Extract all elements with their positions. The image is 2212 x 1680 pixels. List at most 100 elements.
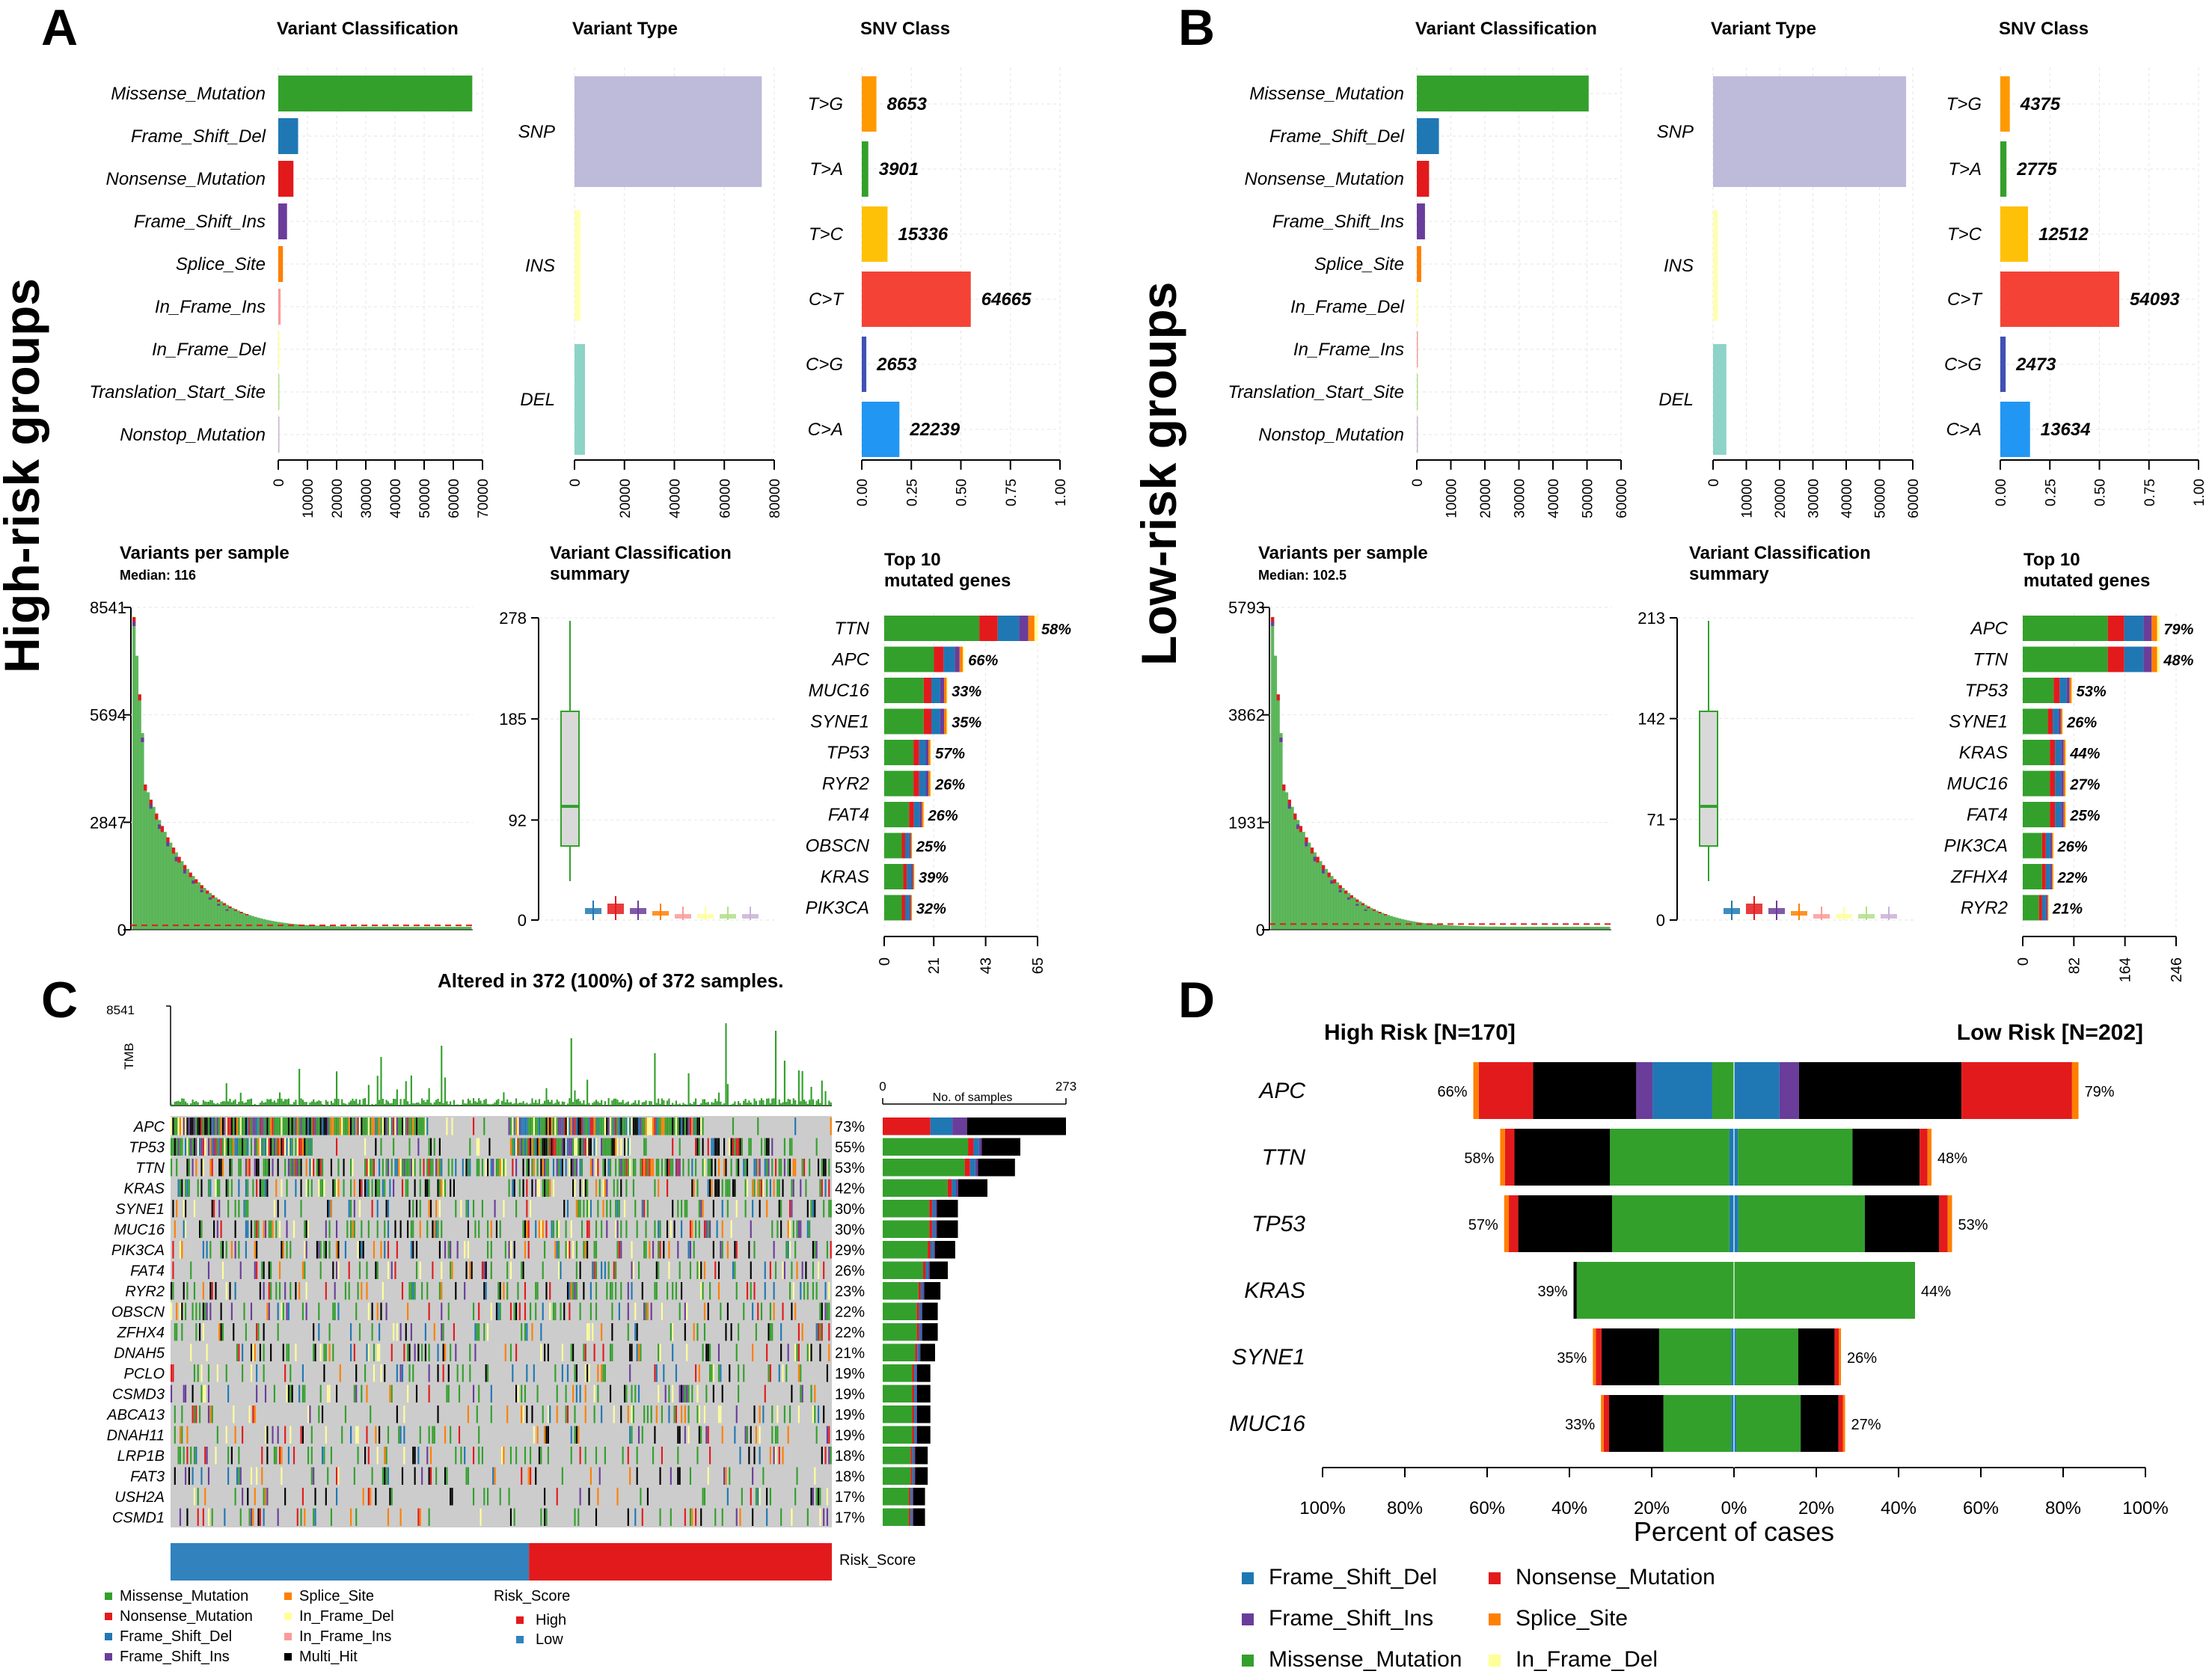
c-onco-cell	[709, 1220, 711, 1238]
a-vps-bar-missense	[457, 927, 461, 930]
c-onco-cell	[415, 1261, 418, 1279]
c-onco-cell	[634, 1118, 637, 1135]
c-onco-cell	[380, 1364, 382, 1382]
c-onco-cell	[494, 1200, 496, 1218]
b-vps-bar-missense	[1607, 927, 1611, 930]
c-onco-cell	[432, 1261, 434, 1279]
c-onco-cell	[455, 1447, 457, 1465]
c-onco-cell	[530, 1447, 532, 1465]
a-vt-ticklabel: 80000	[768, 479, 783, 518]
c-onco-cell	[216, 1179, 218, 1197]
c-onco-cell	[215, 1179, 217, 1197]
c-onco-cell	[830, 1447, 832, 1465]
c-tmb-bar	[286, 1099, 288, 1106]
c-onco-cell	[717, 1343, 720, 1361]
c-onco-cell	[561, 1118, 563, 1135]
a-top10-seg	[997, 616, 1020, 641]
c-onco-cell	[598, 1467, 601, 1485]
c-onco-cell	[343, 1118, 345, 1135]
c-onco-cell	[245, 1138, 247, 1156]
c-tmb-bar	[566, 1103, 569, 1106]
c-tmb-bar	[206, 1102, 208, 1106]
c-tmb-bar	[458, 1104, 461, 1106]
c-onco-cell	[371, 1200, 373, 1218]
c-onco-cell	[410, 1241, 412, 1259]
c-onco-cell	[782, 1179, 784, 1197]
c-onco-cell	[234, 1200, 236, 1218]
c-onco-cell	[390, 1488, 393, 1506]
c-tmb-bar	[545, 1088, 548, 1106]
c-tmb-bar	[815, 1100, 818, 1106]
a-vps-bar-missense	[214, 897, 218, 930]
c-onco-cell	[613, 1405, 615, 1423]
c-onco-cell	[186, 1179, 189, 1197]
c-tmb-bar	[771, 1098, 773, 1106]
c-onco-cell	[426, 1447, 429, 1465]
c-onco-cell	[698, 1426, 700, 1444]
c-onco-cell	[426, 1118, 429, 1135]
c-onco-cell	[375, 1179, 377, 1197]
c-onco-cell	[518, 1302, 521, 1320]
c-onco-cell	[824, 1302, 827, 1320]
c-onco-cell	[757, 1302, 759, 1320]
c-onco-cell	[305, 1138, 307, 1156]
c-onco-cell	[547, 1118, 549, 1135]
c-onco-cell	[615, 1200, 617, 1218]
a-top10-seg	[923, 678, 932, 703]
c-onco-cell	[739, 1508, 741, 1526]
c-onco-cell	[809, 1159, 811, 1177]
c-onco-cell	[186, 1118, 189, 1135]
c-tmb-bar	[760, 1098, 763, 1106]
c-onco-cell	[817, 1405, 820, 1423]
b-top10-ticklabel: 82	[2066, 957, 2083, 974]
c-onco-cell	[323, 1179, 325, 1197]
c-onco-cell	[711, 1179, 713, 1197]
c-rb-seg	[973, 1138, 979, 1156]
c-tmb-bar	[176, 1101, 178, 1106]
c-onco-cell	[828, 1426, 830, 1444]
b-top10-seg	[2050, 740, 2056, 765]
c-onco-cell	[263, 1488, 265, 1506]
c-onco-cell	[325, 1426, 327, 1444]
c-onco-cell	[658, 1385, 660, 1402]
c-onco-cell	[696, 1118, 699, 1135]
c-onco-cell	[284, 1159, 287, 1177]
c-onco-cell	[604, 1179, 606, 1197]
b-vps-bar-nonsense	[1305, 837, 1308, 844]
a-top10-seg	[909, 833, 911, 859]
c-tmb-bar	[410, 1075, 412, 1106]
c-onco-cell	[512, 1118, 514, 1135]
c-onco-cell	[361, 1385, 363, 1402]
c-onco-cell	[233, 1323, 235, 1341]
b-vc-ticklabel: 20000	[1478, 479, 1494, 518]
c-onco-cell	[298, 1118, 301, 1135]
b-vps-bar-missense	[1352, 897, 1356, 930]
c-onco-cell	[284, 1364, 287, 1382]
a-snv-count: 2653	[876, 355, 917, 375]
c-onco-cell	[615, 1282, 617, 1300]
c-onco-cell	[750, 1220, 752, 1238]
c-onco-cell	[245, 1159, 247, 1177]
c-onco-cell	[382, 1467, 384, 1485]
a-vps-bar-missense	[316, 925, 319, 930]
b-top10-seg	[2143, 646, 2152, 672]
c-tmb-bar	[515, 1098, 518, 1106]
c-tmb-bar	[508, 1102, 510, 1106]
c-onco-cell	[245, 1323, 247, 1341]
c-onco-cell	[200, 1179, 203, 1197]
c-onco-cell	[709, 1159, 711, 1177]
c-onco-cell	[606, 1200, 608, 1218]
b-vps-bar-missense	[1440, 925, 1444, 930]
c-onco-cell	[521, 1261, 523, 1279]
c-onco-cell	[300, 1508, 302, 1526]
c-rb-seg	[914, 1364, 916, 1382]
b-vps-bar-missense	[1319, 861, 1323, 930]
b-vc-bar	[1417, 118, 1439, 154]
c-onco-cell	[364, 1364, 367, 1382]
c-onco-cell	[819, 1508, 821, 1526]
c-onco-cell	[185, 1118, 187, 1135]
c-onco-cell	[725, 1159, 727, 1177]
c-onco-cell	[545, 1426, 548, 1444]
c-tmb-bar	[776, 1104, 779, 1106]
c-onco-cell	[366, 1159, 368, 1177]
